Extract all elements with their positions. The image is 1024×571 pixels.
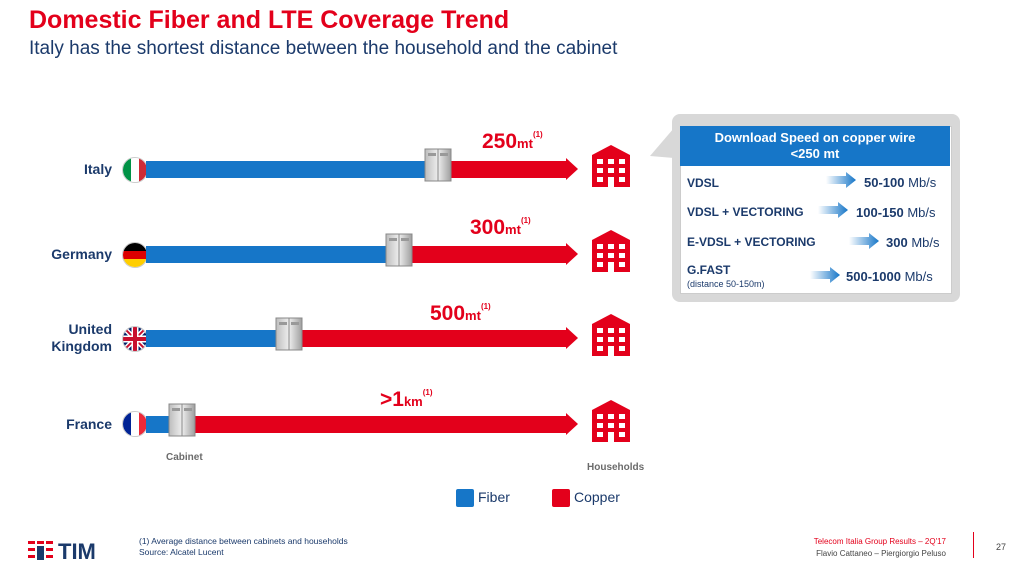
speed-row-tech: E-VDSL + VECTORING xyxy=(687,235,816,249)
page-subtitle: Italy has the shortest distance between … xyxy=(29,38,618,59)
arrow-right-icon xyxy=(818,202,848,218)
country-label: Germany xyxy=(51,246,112,262)
copper-arrowhead xyxy=(566,158,578,180)
speed-row-tech: VDSL + VECTORING xyxy=(687,205,804,219)
cabinet-icon xyxy=(424,148,452,182)
country-label: Italy xyxy=(83,161,112,177)
page-title: Domestic Fiber and LTE Coverage Trend xyxy=(29,6,510,34)
legend-fiber-label: Fiber xyxy=(478,489,510,505)
distance-label: 300mt(1) xyxy=(470,216,531,239)
legend-fiber-swatch xyxy=(456,489,474,507)
speed-value: 500-1000 Mb/s xyxy=(846,269,933,284)
page-number: 27 xyxy=(996,542,1007,552)
country-label: France xyxy=(66,416,112,432)
copper-arrowhead xyxy=(566,243,578,265)
speed-row-note: (distance 50-150m) xyxy=(687,279,765,289)
cabinet-label: Cabinet xyxy=(166,452,203,463)
arrow-right-icon xyxy=(849,233,879,249)
copper-bar xyxy=(192,416,566,433)
households-label: Households xyxy=(587,462,645,473)
speed-row-tech: VDSL xyxy=(687,176,720,190)
footer-credits: Telecom Italia Group Results – 2Q'17 Flav… xyxy=(813,537,946,558)
fiber-bar xyxy=(146,246,390,263)
germany-flag-icon xyxy=(122,242,148,268)
speed-row-tech: G.FAST xyxy=(687,263,731,277)
household-icon xyxy=(588,312,634,358)
svg-text:TIM: TIM xyxy=(58,539,96,563)
household-icon xyxy=(588,228,634,274)
arrow-right-icon xyxy=(826,172,856,188)
copper-bar xyxy=(446,161,566,178)
cabinet-icon xyxy=(275,317,303,351)
speed-value: 300 Mb/s xyxy=(886,235,940,250)
household-icon xyxy=(588,398,634,444)
distance-label: 250mt(1) xyxy=(482,130,543,153)
footnote: (1) Average distance between cabinets an… xyxy=(139,536,348,557)
country-label: United Kingdom xyxy=(51,321,112,354)
tim-logo: TIM xyxy=(28,537,123,568)
copper-arrowhead xyxy=(566,327,578,349)
cabinet-icon xyxy=(385,233,413,267)
france-flag-icon xyxy=(122,411,148,437)
distance-label: 500mt(1) xyxy=(430,302,491,325)
speed-value: 100-150 Mb/s xyxy=(856,205,936,220)
cabinet-icon xyxy=(168,403,196,437)
copper-arrowhead xyxy=(566,413,578,435)
fiber-bar xyxy=(146,416,172,433)
speed-value: 50-100 Mb/s xyxy=(864,175,937,190)
copper-bar xyxy=(298,330,566,347)
footer-divider xyxy=(973,532,974,558)
distance-label: >1km(1) xyxy=(380,388,433,411)
fiber-bar xyxy=(146,161,428,178)
copper-bar xyxy=(408,246,566,263)
legend-copper-swatch xyxy=(552,489,570,507)
legend-copper-label: Copper xyxy=(574,489,620,505)
uk-flag-icon xyxy=(122,326,148,352)
household-icon xyxy=(588,143,634,189)
arrow-right-icon xyxy=(810,267,840,283)
italy-flag-icon xyxy=(122,157,148,183)
fiber-bar xyxy=(146,330,280,347)
panel-header: Download Speed on copper wire <250 mt xyxy=(680,126,950,166)
panel-pointer xyxy=(650,128,674,158)
